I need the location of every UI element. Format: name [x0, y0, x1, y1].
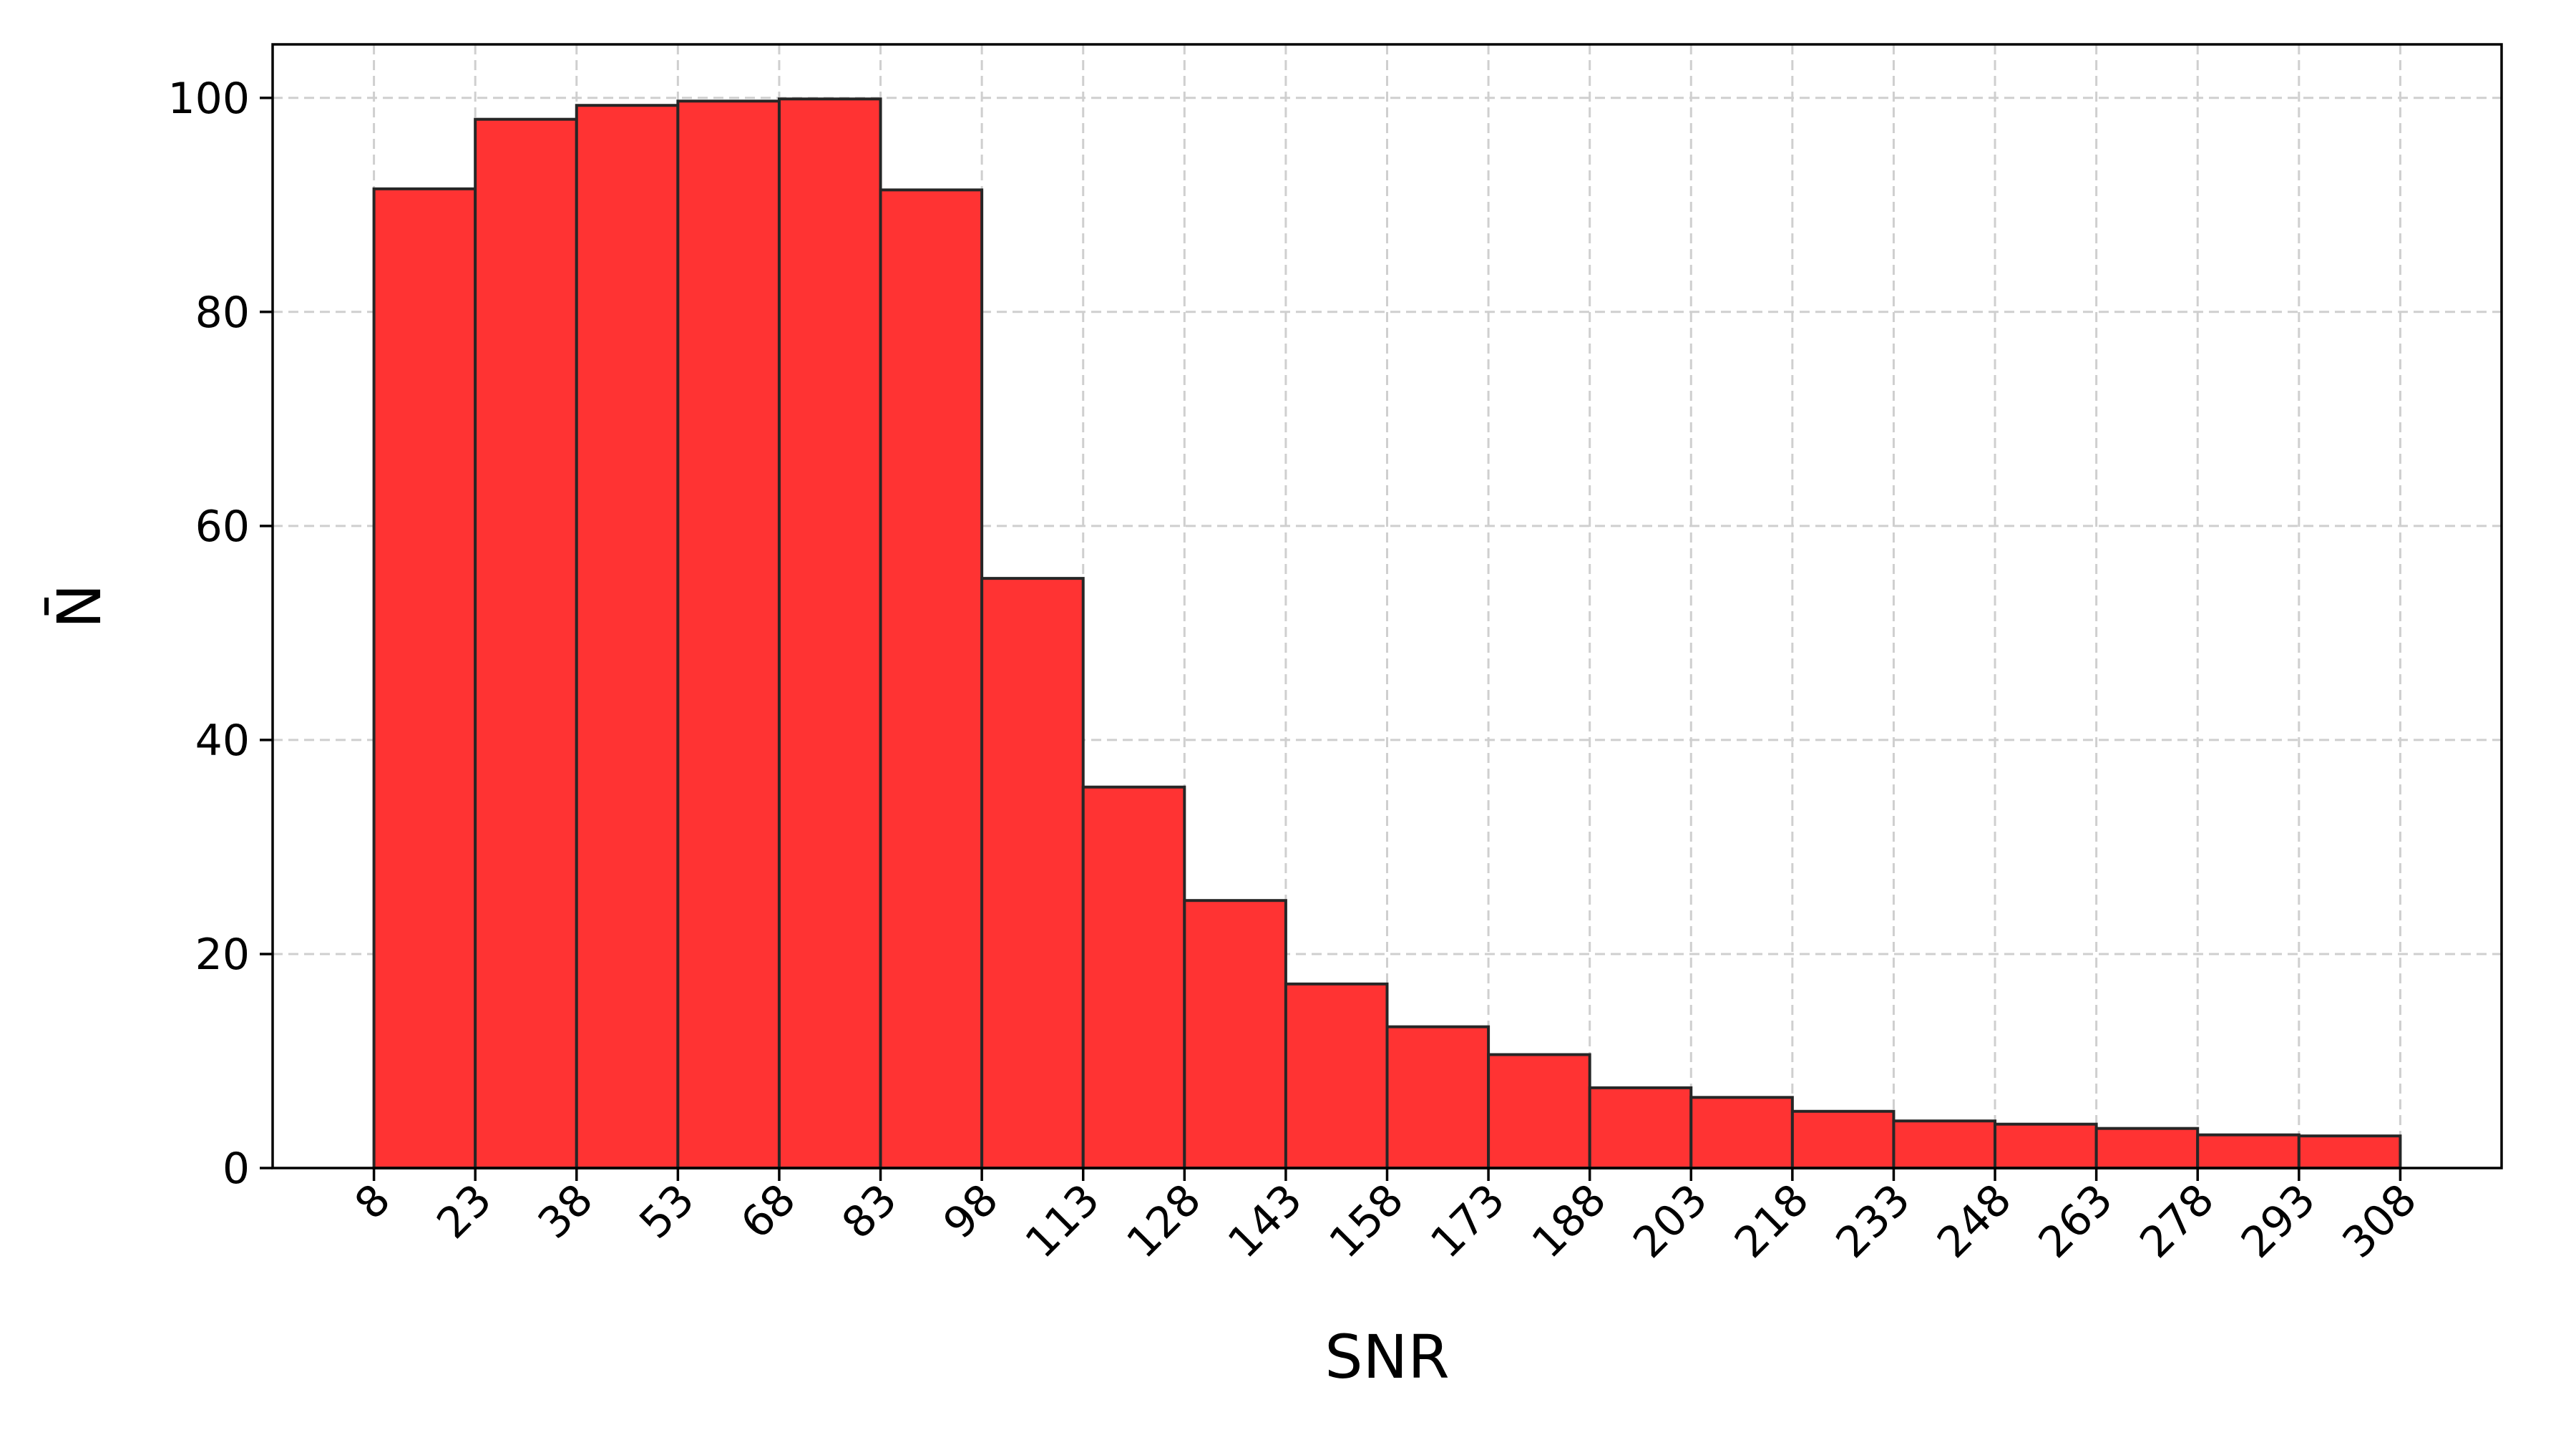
bars: [372, 97, 2402, 1170]
histogram-bar: [1284, 982, 1389, 1170]
x-tick-label: 158: [1320, 1174, 1413, 1268]
x-tick-label: 218: [1725, 1174, 1818, 1268]
histogram-bar: [1588, 1086, 1693, 1170]
x-tick-label: 263: [2029, 1174, 2122, 1268]
x-tick-label: 68: [731, 1174, 805, 1248]
histogram-bar: [1487, 1053, 1591, 1169]
x-tick-label: 113: [1016, 1174, 1109, 1268]
histogram-bar: [1183, 899, 1287, 1169]
x-tick-label: 233: [1827, 1174, 1920, 1268]
x-tick-label: 23: [427, 1174, 501, 1248]
x-tick-label: 248: [1928, 1174, 2021, 1268]
x-tick-label: 293: [2232, 1174, 2325, 1268]
x-axis-label: SNR: [1324, 1322, 1450, 1392]
x-tick-label: 203: [1624, 1174, 1717, 1268]
x-axis-ticks: 8 23 38 53 68 83 98 113 128 143 158 173 188 203 218 233…: [346, 1168, 2426, 1268]
x-tick-label: 8: [346, 1174, 401, 1230]
x-tick-label: 38: [529, 1174, 602, 1248]
histogram-bar: [372, 187, 477, 1169]
x-tick-label: 188: [1523, 1174, 1616, 1268]
y-tick-label: 0: [223, 1144, 250, 1194]
y-tick-label: 100: [167, 74, 250, 124]
y-axis-ticks: 0 20 40 60 80 100: [167, 74, 273, 1194]
histogram-bar: [1994, 1122, 2098, 1169]
histogram-bar: [1689, 1096, 1794, 1170]
x-tick-label: 278: [2130, 1174, 2223, 1268]
x-tick-label: 53: [630, 1174, 703, 1248]
histogram-bar: [1790, 1109, 1896, 1170]
y-tick-label: 20: [195, 930, 250, 980]
histogram-bar: [474, 117, 578, 1170]
x-tick-label: 143: [1219, 1174, 1312, 1268]
histogram-bar: [2094, 1127, 2200, 1169]
y-tick-label: 40: [195, 716, 250, 766]
x-tick-label: 98: [934, 1174, 1008, 1248]
histogram-bar: [980, 577, 1085, 1169]
y-axis-label: N̄: [44, 584, 114, 629]
histogram-bar: [1892, 1119, 1997, 1169]
histogram-bar: [575, 104, 680, 1170]
histogram-bar: [2297, 1134, 2402, 1169]
y-tick-label: 80: [195, 288, 250, 338]
histogram-bar: [676, 99, 781, 1170]
histogram-bar: [1385, 1025, 1491, 1169]
x-tick-label: 83: [833, 1174, 907, 1248]
histogram-bar: [2196, 1133, 2301, 1169]
histogram-bar: [1081, 785, 1186, 1169]
x-tick-label: 173: [1421, 1174, 1514, 1268]
x-tick-label: 308: [2333, 1174, 2426, 1268]
x-tick-label: 128: [1117, 1174, 1210, 1268]
histogram-bar: [879, 188, 984, 1169]
histogram-bar: [777, 97, 882, 1169]
y-tick-label: 60: [195, 502, 250, 552]
